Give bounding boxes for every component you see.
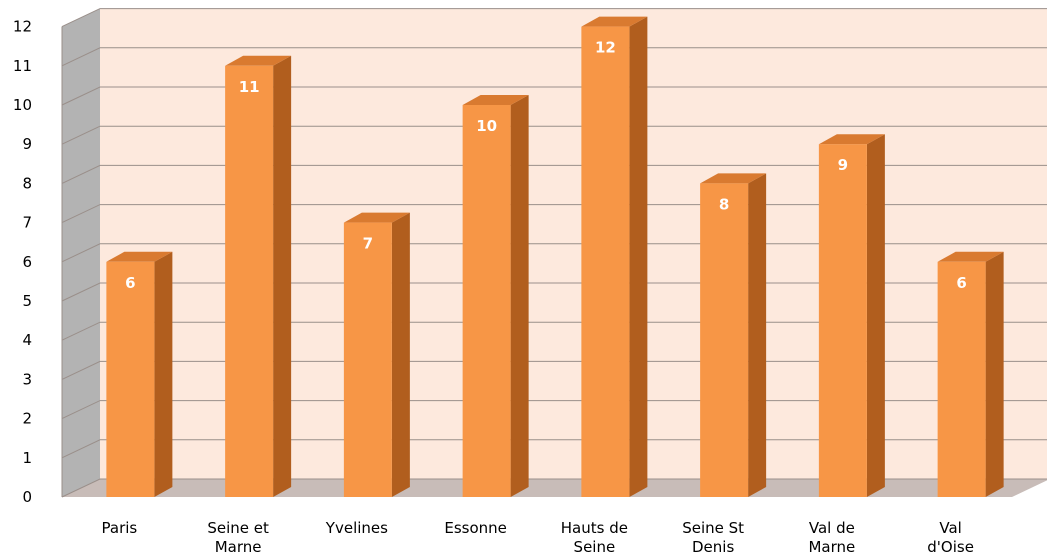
bar-side bbox=[273, 55, 292, 498]
bar-side bbox=[510, 95, 529, 497]
x-tick-label: Yvelines bbox=[325, 519, 388, 537]
bar-data-label: 11 bbox=[239, 78, 260, 96]
bar-data-label: 6 bbox=[125, 274, 135, 292]
x-tick-label: Seine St Denis bbox=[682, 519, 744, 556]
x-tick-label: Paris bbox=[102, 519, 138, 537]
y-tick-label: 4 bbox=[22, 331, 32, 349]
bar-side bbox=[391, 212, 410, 497]
bar-top bbox=[581, 16, 648, 27]
bar-side bbox=[629, 16, 648, 497]
chart-floor bbox=[62, 479, 1047, 497]
bars bbox=[106, 16, 1004, 498]
y-tick-label: 3 bbox=[22, 370, 32, 388]
x-tick-label: Val de Marne bbox=[808, 519, 855, 556]
y-tick-label: 10 bbox=[13, 96, 32, 114]
gridline bbox=[61, 125, 1047, 145]
bar bbox=[462, 95, 529, 497]
x-tick-label: Val d'Oise bbox=[927, 519, 974, 556]
bar bbox=[225, 55, 292, 498]
x-tick-label: Hauts de Seine bbox=[561, 519, 628, 556]
gridline bbox=[61, 8, 1047, 28]
bar bbox=[343, 212, 410, 497]
bar-data-label: 8 bbox=[719, 195, 729, 213]
bar-front bbox=[343, 222, 392, 497]
y-tick-label: 8 bbox=[22, 174, 32, 192]
bar-data-label: 9 bbox=[838, 156, 848, 174]
bar-top bbox=[343, 212, 410, 223]
bar-front bbox=[106, 261, 155, 497]
bar bbox=[581, 16, 648, 497]
bar-side bbox=[985, 251, 1004, 497]
bar-side bbox=[154, 251, 173, 497]
y-tick-label: 1 bbox=[22, 449, 32, 467]
bar-top bbox=[225, 55, 292, 66]
y-tick-label: 11 bbox=[13, 57, 32, 75]
y-tick-label: 9 bbox=[22, 135, 32, 153]
gridline bbox=[61, 47, 1047, 67]
bar-top bbox=[462, 95, 529, 105]
y-tick-label: 7 bbox=[22, 214, 32, 232]
y-tick-label: 2 bbox=[22, 410, 32, 428]
bar-front bbox=[581, 26, 630, 497]
bar bbox=[937, 251, 1004, 497]
x-tick-label: Essonne bbox=[444, 519, 507, 537]
bar-top bbox=[818, 134, 885, 145]
y-tick-label: 5 bbox=[22, 292, 32, 310]
bar-data-label: 12 bbox=[595, 39, 616, 57]
bar bbox=[818, 134, 885, 497]
bar-top bbox=[937, 251, 1004, 262]
bar-front bbox=[462, 105, 511, 497]
bar-data-label: 7 bbox=[363, 235, 373, 253]
bar-front bbox=[700, 183, 749, 497]
bar-top bbox=[700, 173, 767, 184]
bar-side bbox=[866, 134, 885, 497]
bar bbox=[106, 251, 173, 497]
y-tick-label: 12 bbox=[13, 18, 32, 36]
bar-top bbox=[106, 251, 173, 262]
y-tick-label: 0 bbox=[22, 488, 32, 506]
data-labels: 6 11 7 10 12 8 9 6 bbox=[125, 39, 967, 292]
gridline bbox=[61, 164, 1047, 184]
bar-front bbox=[818, 144, 867, 497]
bar-data-label: 6 bbox=[956, 274, 966, 292]
bar bbox=[700, 173, 767, 497]
bar-data-label: 10 bbox=[476, 117, 497, 135]
y-tick-label: 6 bbox=[22, 253, 32, 271]
bar-front bbox=[937, 261, 986, 497]
bar-front bbox=[225, 65, 274, 498]
x-axis: Paris Seine et Marne Yvelines Essonne Hauts d… bbox=[102, 519, 974, 556]
x-tick-label: Seine et Marne bbox=[207, 519, 269, 556]
gridline bbox=[61, 86, 1047, 106]
bar-side bbox=[748, 173, 767, 497]
